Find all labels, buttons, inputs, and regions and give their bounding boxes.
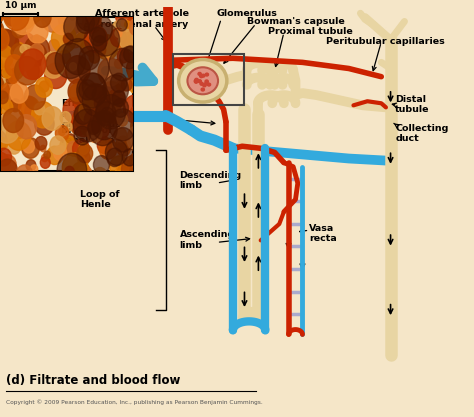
Circle shape: [201, 88, 204, 91]
Circle shape: [205, 80, 208, 83]
Circle shape: [179, 60, 227, 102]
Circle shape: [203, 84, 206, 87]
Text: Afferent arteriole
from renal artery: Afferent arteriole from renal artery: [95, 9, 190, 29]
Text: (d) Filtrate and blood flow: (d) Filtrate and blood flow: [6, 374, 180, 387]
Circle shape: [198, 80, 201, 83]
Circle shape: [200, 75, 203, 78]
Circle shape: [198, 73, 201, 75]
Circle shape: [196, 79, 199, 82]
Text: Vasa
recta: Vasa recta: [310, 224, 337, 244]
Circle shape: [205, 73, 209, 76]
Text: Collecting
duct: Collecting duct: [395, 124, 448, 143]
Text: SEM: SEM: [75, 23, 100, 33]
Text: Descending
limb: Descending limb: [180, 171, 242, 190]
Text: Copyright © 2009 Pearson Education, Inc., publishing as Pearson Benjamin Cumming: Copyright © 2009 Pearson Education, Inc.…: [6, 399, 263, 405]
Circle shape: [201, 74, 205, 77]
Text: Glomerulus: Glomerulus: [217, 9, 278, 18]
Circle shape: [205, 82, 208, 85]
Circle shape: [195, 78, 198, 81]
Text: Bowman's capsule: Bowman's capsule: [247, 18, 345, 26]
Circle shape: [200, 82, 203, 85]
Text: Peritubular capillaries: Peritubular capillaries: [326, 37, 445, 45]
Text: Efferent
arteriole from
glomerulus: Efferent arteriole from glomerulus: [61, 99, 136, 129]
Circle shape: [207, 83, 210, 86]
Circle shape: [187, 67, 218, 94]
Text: Proximal tubule: Proximal tubule: [268, 27, 353, 36]
Text: 10 μm: 10 μm: [5, 1, 36, 10]
Text: Branch of
renal vein: Branch of renal vein: [61, 126, 115, 145]
Circle shape: [194, 80, 198, 83]
Text: Ascending
limb: Ascending limb: [180, 230, 235, 249]
Circle shape: [194, 80, 198, 83]
Text: Loop of
Henle: Loop of Henle: [80, 190, 119, 209]
Text: Distal
tubule: Distal tubule: [395, 95, 430, 115]
